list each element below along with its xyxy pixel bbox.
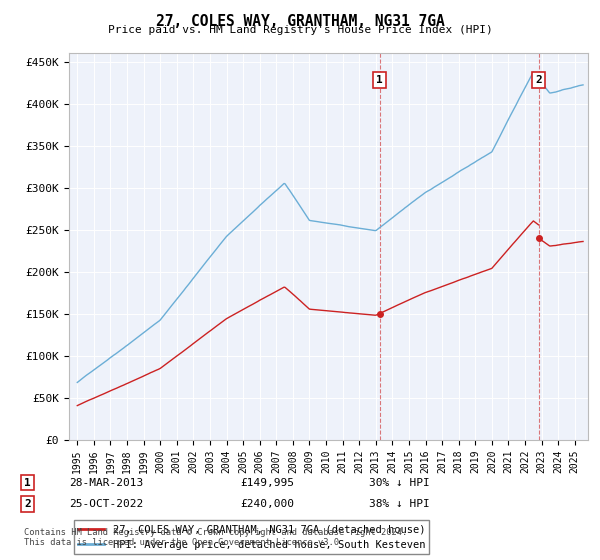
- Text: £149,995: £149,995: [240, 478, 294, 488]
- Text: Price paid vs. HM Land Registry's House Price Index (HPI): Price paid vs. HM Land Registry's House …: [107, 25, 493, 35]
- Text: Contains HM Land Registry data © Crown copyright and database right 2024.
This d: Contains HM Land Registry data © Crown c…: [24, 528, 407, 547]
- Text: 38% ↓ HPI: 38% ↓ HPI: [369, 499, 430, 509]
- Text: 25-OCT-2022: 25-OCT-2022: [69, 499, 143, 509]
- Text: 2: 2: [24, 499, 31, 509]
- Text: 2: 2: [535, 75, 542, 85]
- Text: 28-MAR-2013: 28-MAR-2013: [69, 478, 143, 488]
- Text: 30% ↓ HPI: 30% ↓ HPI: [369, 478, 430, 488]
- Text: £240,000: £240,000: [240, 499, 294, 509]
- Text: 1: 1: [24, 478, 31, 488]
- Text: 27, COLES WAY, GRANTHAM, NG31 7GA: 27, COLES WAY, GRANTHAM, NG31 7GA: [155, 14, 445, 29]
- Legend: 27, COLES WAY, GRANTHAM, NG31 7GA (detached house), HPI: Average price, detached: 27, COLES WAY, GRANTHAM, NG31 7GA (detac…: [74, 520, 430, 554]
- Text: 1: 1: [376, 75, 383, 85]
